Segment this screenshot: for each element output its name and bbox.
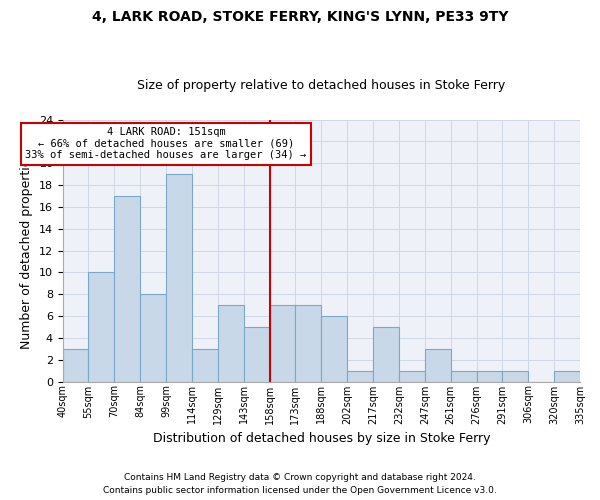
Bar <box>192 349 218 382</box>
Text: 4 LARK ROAD: 151sqm
← 66% of detached houses are smaller (69)
33% of semi-detach: 4 LARK ROAD: 151sqm ← 66% of detached ho… <box>25 127 307 160</box>
X-axis label: Distribution of detached houses by size in Stoke Ferry: Distribution of detached houses by size … <box>152 432 490 445</box>
Bar <box>554 370 580 382</box>
Bar <box>218 305 244 382</box>
Bar <box>451 370 476 382</box>
Bar <box>140 294 166 382</box>
Title: Size of property relative to detached houses in Stoke Ferry: Size of property relative to detached ho… <box>137 79 505 92</box>
Bar <box>62 349 88 382</box>
Y-axis label: Number of detached properties: Number of detached properties <box>20 152 33 349</box>
Bar <box>322 316 347 382</box>
Bar <box>502 370 528 382</box>
Bar <box>115 196 140 382</box>
Bar <box>347 370 373 382</box>
Bar <box>373 327 399 382</box>
Text: Contains HM Land Registry data © Crown copyright and database right 2024.
Contai: Contains HM Land Registry data © Crown c… <box>103 474 497 495</box>
Bar <box>476 370 502 382</box>
Bar <box>88 272 115 382</box>
Bar <box>269 305 295 382</box>
Bar <box>166 174 192 382</box>
Bar <box>244 327 269 382</box>
Bar <box>425 349 451 382</box>
Bar <box>399 370 425 382</box>
Text: 4, LARK ROAD, STOKE FERRY, KING'S LYNN, PE33 9TY: 4, LARK ROAD, STOKE FERRY, KING'S LYNN, … <box>92 10 508 24</box>
Bar <box>295 305 322 382</box>
